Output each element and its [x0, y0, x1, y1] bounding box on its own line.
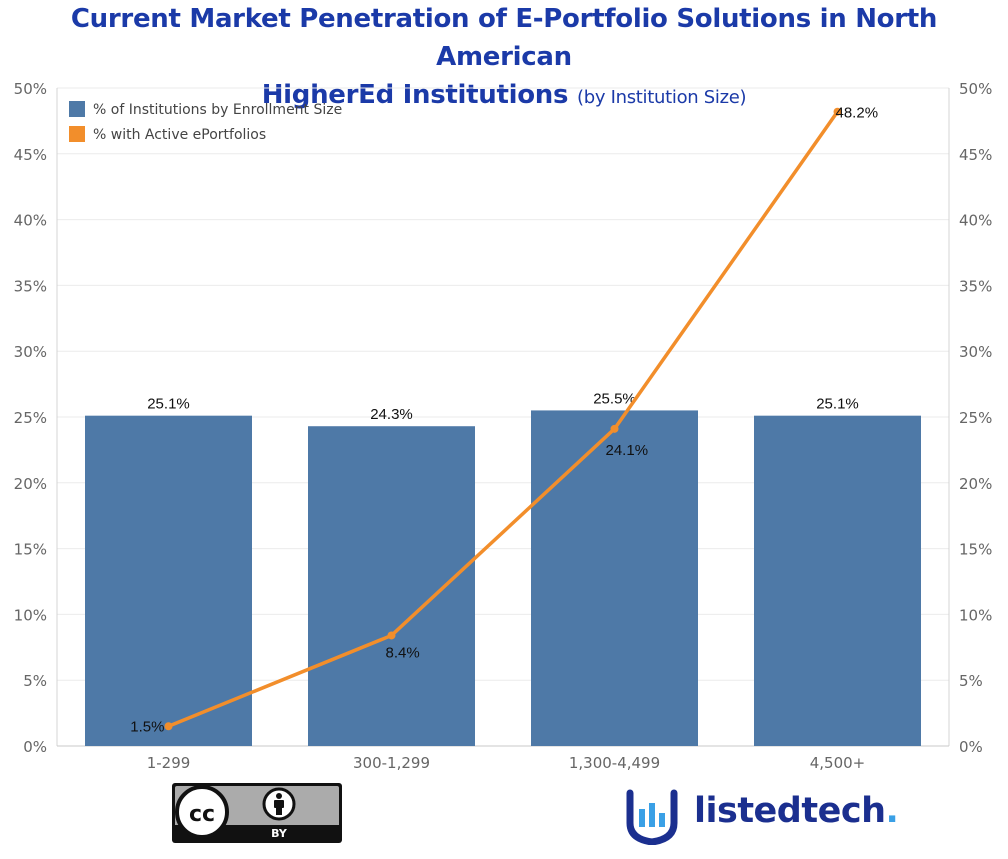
attribution-person-icon — [262, 787, 296, 821]
creative-commons-icon: cc — [175, 785, 229, 839]
line-point — [164, 722, 173, 731]
y-tick-label-left: 5% — [23, 672, 47, 690]
y-tick-label-right: 10% — [959, 606, 992, 624]
y-tick-label-right: 35% — [959, 277, 992, 295]
line-data-label: 1.5% — [130, 718, 164, 735]
legend-swatch-bar — [69, 101, 85, 117]
logo-dot: . — [885, 791, 899, 831]
y-tick-label-left: 0% — [23, 738, 47, 756]
line-point — [610, 424, 619, 433]
line-data-label: 24.1% — [606, 442, 649, 459]
chart-subtitle: (by Institution Size) — [576, 87, 747, 108]
legend-label-line: % with Active ePortfolios — [93, 127, 266, 143]
bar-chart-shield-icon — [626, 789, 678, 845]
listedtech-logo: listedtech. — [624, 783, 899, 845]
legend-label-bar: % of Institutions by Enrollment Size — [93, 102, 342, 118]
cc-by-license-badge: cc BY — [172, 783, 342, 843]
y-tick-label-right: 30% — [959, 343, 992, 361]
x-tick-label: 1,300-4,499 — [569, 754, 660, 772]
listedtech-wordmark: listedtech. — [694, 791, 899, 831]
y-tick-label-left: 50% — [14, 80, 47, 98]
cc-by-label: BY — [271, 827, 288, 840]
bar — [531, 410, 698, 746]
y-tick-label-right: 5% — [959, 672, 983, 690]
y-tick-label-left: 45% — [14, 146, 47, 164]
svg-text:cc: cc — [189, 802, 215, 827]
y-tick-label-right: 50% — [959, 80, 992, 98]
bar — [308, 426, 475, 746]
y-tick-label-left: 40% — [14, 212, 47, 230]
bar — [754, 415, 921, 746]
line-data-label: 8.4% — [386, 644, 420, 661]
y-tick-label-left: 15% — [14, 541, 47, 559]
x-tick-label: 300-1,299 — [353, 754, 430, 772]
y-tick-label-right: 0% — [959, 738, 983, 756]
bar — [85, 415, 252, 746]
line-series — [167, 110, 839, 728]
y-tick-label-right: 15% — [959, 541, 992, 559]
logo-text: listedtech — [694, 791, 886, 831]
bar-data-label: 25.1% — [147, 396, 190, 413]
y-tick-label-left: 35% — [14, 277, 47, 295]
y-tick-label-right: 45% — [959, 146, 992, 164]
bar-data-label: 24.3% — [370, 406, 413, 423]
y-tick-label-right: 25% — [959, 409, 992, 427]
title-block: Current Market Penetration of E-Portfoli… — [0, 0, 1008, 117]
bar-data-label: 25.1% — [816, 396, 859, 413]
legend-swatch-line — [69, 126, 85, 142]
y-tick-label-right: 20% — [959, 475, 992, 493]
y-tick-label-right: 40% — [959, 212, 992, 230]
chart-title-line1: Current Market Penetration of E-Portfoli… — [70, 4, 938, 72]
y-tick-label-left: 30% — [14, 343, 47, 361]
y-tick-label-left: 25% — [14, 409, 47, 427]
combo-chart: 0% 0% 5% 5% 10% 10% 15% 15% 20% 20% 25% 25% 30% 30% 35… — [14, 80, 993, 772]
line-data-label: 48.2% — [836, 105, 879, 122]
y-tick-label-left: 10% — [14, 606, 47, 624]
bar-data-label: 25.5% — [593, 390, 636, 407]
x-tick-label: 1-299 — [147, 754, 191, 772]
x-tick-label: 4,500+ — [810, 754, 866, 772]
line-point — [833, 107, 842, 116]
y-tick-label-left: 20% — [14, 475, 47, 493]
line-point — [387, 631, 396, 640]
chart-title-line2-text: HigherEd Institutions — [261, 80, 569, 110]
chart-title-line2: HigherEd Institutions (by Institution Si… — [0, 76, 1008, 117]
